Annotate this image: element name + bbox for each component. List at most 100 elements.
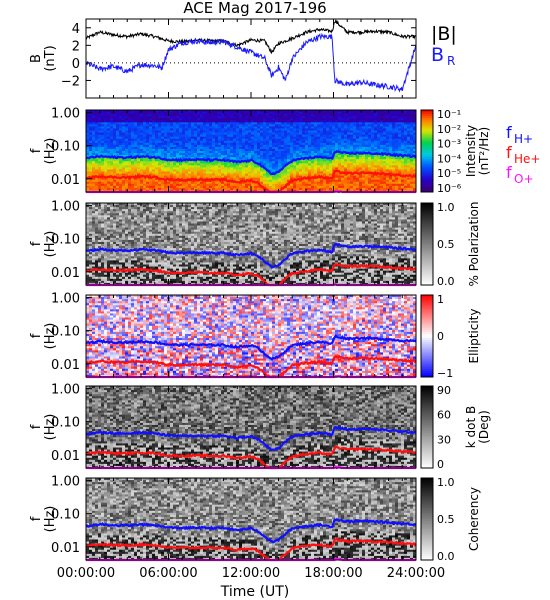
spectrogram-cell bbox=[293, 138, 297, 142]
spectrogram-cell bbox=[260, 144, 264, 148]
spectrogram-cell bbox=[152, 153, 156, 156]
spectrogram-cell bbox=[299, 181, 303, 185]
spectrogram-cell bbox=[272, 163, 276, 166]
spectrogram-cell bbox=[152, 169, 156, 172]
spectrogram-cell bbox=[191, 148, 195, 152]
spectrogram-cell bbox=[251, 142, 255, 146]
spectrogram-cell bbox=[98, 112, 102, 115]
spectrogram-cell bbox=[236, 153, 240, 156]
spectrogram-cell bbox=[236, 118, 240, 121]
spectrogram-cell bbox=[203, 171, 207, 174]
spectrogram-cell bbox=[284, 120, 288, 123]
spectrogram-cell bbox=[170, 128, 174, 131]
spectrogram-cell bbox=[95, 148, 99, 152]
spectrogram-cell bbox=[299, 112, 303, 115]
spectrogram-cell bbox=[290, 124, 294, 127]
polarization-panel: 1.000.100.01f (Hz)1.00.50.0% Polarization bbox=[29, 200, 481, 288]
spectrogram-cell bbox=[182, 116, 186, 119]
spectrogram-cell bbox=[254, 167, 258, 170]
spectrogram-cell bbox=[179, 124, 183, 127]
spectrogram-cell bbox=[263, 144, 267, 148]
spectrogram-cell bbox=[254, 175, 258, 179]
spectrogram-cell bbox=[239, 157, 243, 160]
spectrogram-cell bbox=[317, 124, 321, 127]
spectrogram-cell bbox=[182, 171, 186, 174]
spectrogram-cell bbox=[269, 153, 273, 156]
spectrogram-cell bbox=[131, 169, 135, 172]
spectrogram-cell bbox=[209, 138, 213, 142]
spectrogram-cell bbox=[275, 138, 279, 142]
spectrogram-cell bbox=[263, 120, 267, 123]
spectrogram-cell bbox=[86, 146, 90, 150]
spectrogram-cell bbox=[170, 181, 174, 185]
spectrogram-cell bbox=[296, 165, 300, 168]
spectrogram-cell bbox=[89, 187, 93, 191]
spectrogram-cell bbox=[104, 134, 108, 138]
spectrogram-cell bbox=[224, 183, 228, 187]
spectrogram-cell bbox=[293, 169, 297, 172]
spectrogram-cell bbox=[317, 128, 321, 131]
spectrogram-cell bbox=[266, 167, 270, 170]
spectrogram-cell bbox=[245, 148, 249, 152]
spectrogram-cell bbox=[251, 132, 255, 135]
spectrogram-cell bbox=[221, 157, 225, 160]
spectrogram-cell bbox=[335, 146, 339, 150]
spectrogram-cell bbox=[260, 187, 264, 191]
spectrogram-cell bbox=[98, 144, 102, 148]
spectrogram-cell bbox=[89, 120, 93, 123]
spectrogram-cell bbox=[140, 120, 144, 123]
spectrogram-cell bbox=[320, 136, 324, 140]
spectrogram-cell bbox=[149, 136, 153, 140]
spectrogram-cell bbox=[260, 114, 264, 117]
spectrogram-cell bbox=[308, 116, 312, 119]
spectrogram-cell bbox=[341, 173, 345, 176]
spectrogram-cell bbox=[326, 187, 330, 191]
spectrogram-cell bbox=[197, 130, 201, 133]
spectrogram-cell bbox=[92, 136, 96, 140]
spectrogram-cell bbox=[182, 161, 186, 164]
spectrogram-cell bbox=[134, 138, 138, 142]
spectrogram-cell bbox=[119, 132, 123, 135]
spectrogram-cell bbox=[104, 185, 108, 189]
spectrogram-cell bbox=[167, 132, 171, 135]
spectrogram-cell bbox=[188, 132, 192, 135]
spectrogram-cell bbox=[236, 138, 240, 142]
spectrogram-cell bbox=[329, 183, 333, 187]
spectrogram-cell bbox=[224, 151, 228, 154]
spectrogram-cell bbox=[164, 134, 168, 138]
spectrogram-cell bbox=[326, 140, 330, 144]
spectrogram-cell bbox=[308, 153, 312, 156]
spectrogram-cell bbox=[221, 148, 225, 152]
spectrogram-cell bbox=[131, 124, 135, 127]
spectrogram-cell bbox=[245, 130, 249, 133]
spectrogram-cell bbox=[110, 165, 114, 168]
spectrogram-cell bbox=[332, 165, 336, 168]
spectrogram-cell bbox=[131, 116, 135, 119]
spectrogram-cell bbox=[281, 138, 285, 142]
spectrogram-cell bbox=[275, 148, 279, 152]
spectrogram-cell bbox=[146, 112, 150, 115]
spectrogram-cell bbox=[140, 169, 144, 172]
spectrogram-cell bbox=[299, 187, 303, 191]
spectrogram-cell bbox=[119, 114, 123, 117]
spectrogram-cell bbox=[329, 153, 333, 156]
spectrogram-cell bbox=[305, 163, 309, 166]
spectrogram-cell bbox=[260, 163, 264, 166]
spectrogram-cell bbox=[89, 138, 93, 142]
spectrogram-cell bbox=[206, 144, 210, 148]
spectrogram-cell bbox=[290, 173, 294, 176]
spectrogram-cell bbox=[236, 148, 240, 152]
spectrogram-cell bbox=[92, 187, 96, 191]
spectrogram-cell bbox=[158, 163, 162, 166]
spectrogram-cell bbox=[278, 167, 282, 170]
spectrogram-cell bbox=[92, 173, 96, 176]
spectrogram-cell bbox=[86, 138, 90, 142]
spectrogram-cell bbox=[185, 122, 189, 125]
spectrogram-cell bbox=[299, 185, 303, 189]
spectrogram-cell bbox=[278, 146, 282, 150]
spectrogram-cell bbox=[176, 144, 180, 148]
spectrogram-cell bbox=[155, 173, 159, 176]
spectrogram-cell bbox=[167, 179, 171, 183]
spectrogram-cell bbox=[134, 177, 138, 181]
spectrogram-cell bbox=[293, 116, 297, 119]
